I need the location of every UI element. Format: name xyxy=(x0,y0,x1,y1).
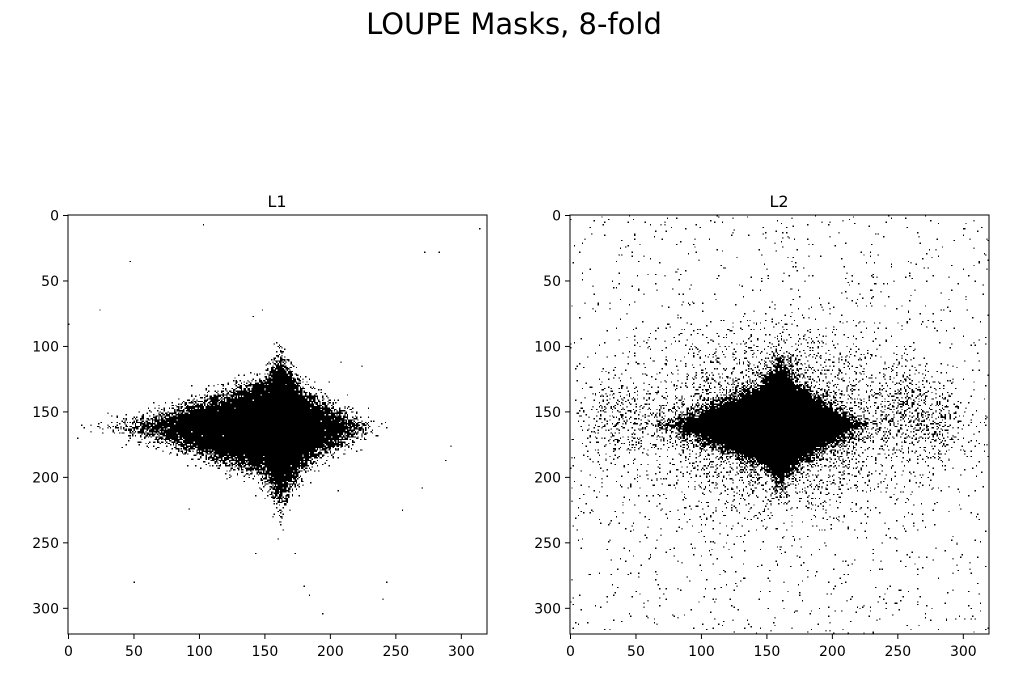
y-tick-label: 250 xyxy=(534,536,561,552)
y-tick-label: 150 xyxy=(534,405,561,421)
x-tick-label: 50 xyxy=(125,644,143,660)
x-tick-label: 0 xyxy=(64,644,73,660)
y-tick-label: 0 xyxy=(552,209,561,225)
x-tick-label: 150 xyxy=(252,644,279,660)
y-tick-label: 300 xyxy=(32,601,59,617)
x-tick-label: 300 xyxy=(950,644,977,660)
y-tick-label: 50 xyxy=(543,274,561,290)
x-tick-label: 250 xyxy=(884,644,911,660)
x-tick-label: 200 xyxy=(819,644,846,660)
y-tick-label: 250 xyxy=(32,536,59,552)
y-axis: 0 50 100 150 200 250 300 xyxy=(534,209,570,617)
x-tick-label: 200 xyxy=(317,644,344,660)
x-axis: 0 50 100 150 200 250 300 xyxy=(566,634,977,660)
x-tick-label: 100 xyxy=(186,644,213,660)
panel-title: L2 xyxy=(769,192,788,211)
x-tick-label: 150 xyxy=(754,644,781,660)
plot-frame xyxy=(569,214,990,635)
plot-frame xyxy=(67,214,488,635)
y-tick-label: 300 xyxy=(534,601,561,617)
y-axis: 0 50 100 150 200 250 300 xyxy=(32,209,68,617)
x-tick-label: 100 xyxy=(688,644,715,660)
figure-title: LOUPE Masks, 8-fold xyxy=(366,7,662,41)
y-tick-label: 100 xyxy=(32,339,59,355)
y-tick-label: 50 xyxy=(41,274,59,290)
x-axis: 0 50 100 150 200 250 300 xyxy=(64,634,475,660)
y-tick-label: 0 xyxy=(50,209,59,225)
mask-image xyxy=(68,215,487,634)
panel-l1: L1 0 50 100 150 200 250 300 0 50 100 150 200 250 300 xyxy=(32,192,488,660)
panel-title: L1 xyxy=(267,192,286,211)
y-tick-label: 150 xyxy=(32,405,59,421)
y-tick-label: 200 xyxy=(534,470,561,486)
x-tick-label: 50 xyxy=(627,644,645,660)
panel-l2: L2 0 50 100 150 200 250 300 0 50 100 150 200 250 300 xyxy=(534,192,990,660)
x-tick-label: 0 xyxy=(566,644,575,660)
x-tick-label: 250 xyxy=(382,644,409,660)
mask-image xyxy=(570,215,989,634)
x-tick-label: 300 xyxy=(448,644,475,660)
y-tick-label: 100 xyxy=(534,339,561,355)
y-tick-label: 200 xyxy=(32,470,59,486)
